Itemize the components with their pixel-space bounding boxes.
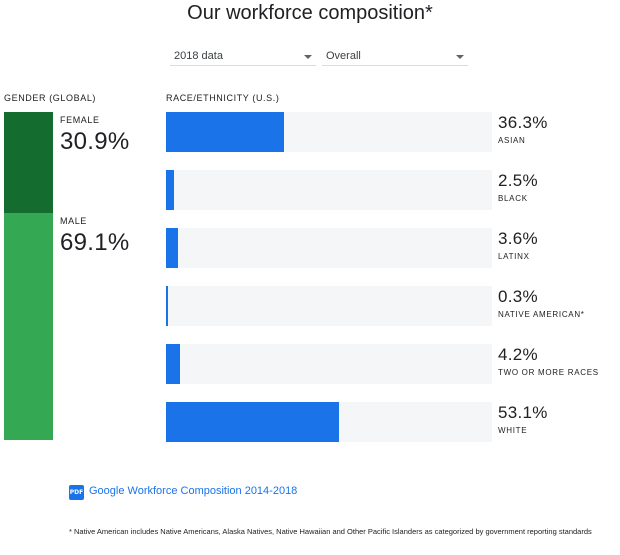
race-label-group: 0.3% NATIVE AMERICAN* [498, 287, 585, 319]
race-value-label: 36.3% [498, 113, 548, 132]
workforce-report-link-label: Google Workforce Composition 2014-2018 [89, 485, 298, 497]
race-category-label: WHITE [498, 426, 528, 435]
race-bar-track [166, 112, 492, 152]
race-label-group: 36.3% ASIAN [498, 113, 548, 145]
race-value-label: 53.1% [498, 403, 548, 422]
year-select[interactable]: 2018 data [170, 44, 316, 66]
race-bar-track [166, 228, 492, 268]
race-bar [166, 402, 340, 442]
gender-category-label: FEMALE [60, 115, 100, 125]
race-bar-track [166, 170, 492, 210]
race-bar [166, 112, 285, 152]
race-bar-track [166, 286, 492, 326]
page-title: Our workforce composition* [187, 2, 433, 24]
view-select-value: Overall [326, 50, 361, 62]
race-category-label: NATIVE AMERICAN* [498, 310, 585, 319]
gender-bar-male [4, 213, 53, 440]
race-category-label: ASIAN [498, 136, 526, 145]
race-value-label: 0.3% [498, 287, 538, 306]
race-category-label: TWO OR MORE RACES [498, 368, 599, 377]
race-label-group: 2.5% BLACK [498, 171, 538, 203]
caret-down-icon [304, 55, 312, 59]
race-bar-track [166, 402, 492, 442]
year-select-value: 2018 data [174, 50, 223, 62]
view-select[interactable]: Overall [322, 44, 468, 66]
race-value-label: 2.5% [498, 171, 538, 190]
race-category-label: BLACK [498, 194, 528, 203]
gender-label-group: FEMALE 30.9% [60, 115, 130, 156]
race-bar [166, 228, 178, 268]
gender-value-label: 30.9% [60, 128, 130, 155]
race-bar [166, 344, 180, 384]
race-chart-title: RACE/ETHNICITY (U.S.) [166, 93, 280, 103]
race-bar [166, 286, 168, 326]
footnote: * Native American includes Native Americ… [69, 527, 592, 536]
race-value-label: 4.2% [498, 345, 538, 364]
gender-bar-female [4, 112, 53, 213]
race-label-group: 53.1% WHITE [498, 403, 548, 435]
pdf-icon: PDF [69, 485, 84, 500]
race-label-group: 3.6% LATINX [498, 229, 538, 261]
race-category-label: LATINX [498, 252, 530, 261]
gender-value-label: 69.1% [60, 229, 130, 256]
race-bar-track [166, 344, 492, 384]
race-value-label: 3.6% [498, 229, 538, 248]
race-label-group: 4.2% TWO OR MORE RACES [498, 345, 599, 377]
gender-label-group: MALE 69.1% [60, 216, 130, 257]
gender-category-label: MALE [60, 216, 87, 226]
race-bar [166, 170, 175, 210]
caret-down-icon [456, 55, 464, 59]
gender-chart-title: GENDER (GLOBAL) [4, 93, 97, 103]
